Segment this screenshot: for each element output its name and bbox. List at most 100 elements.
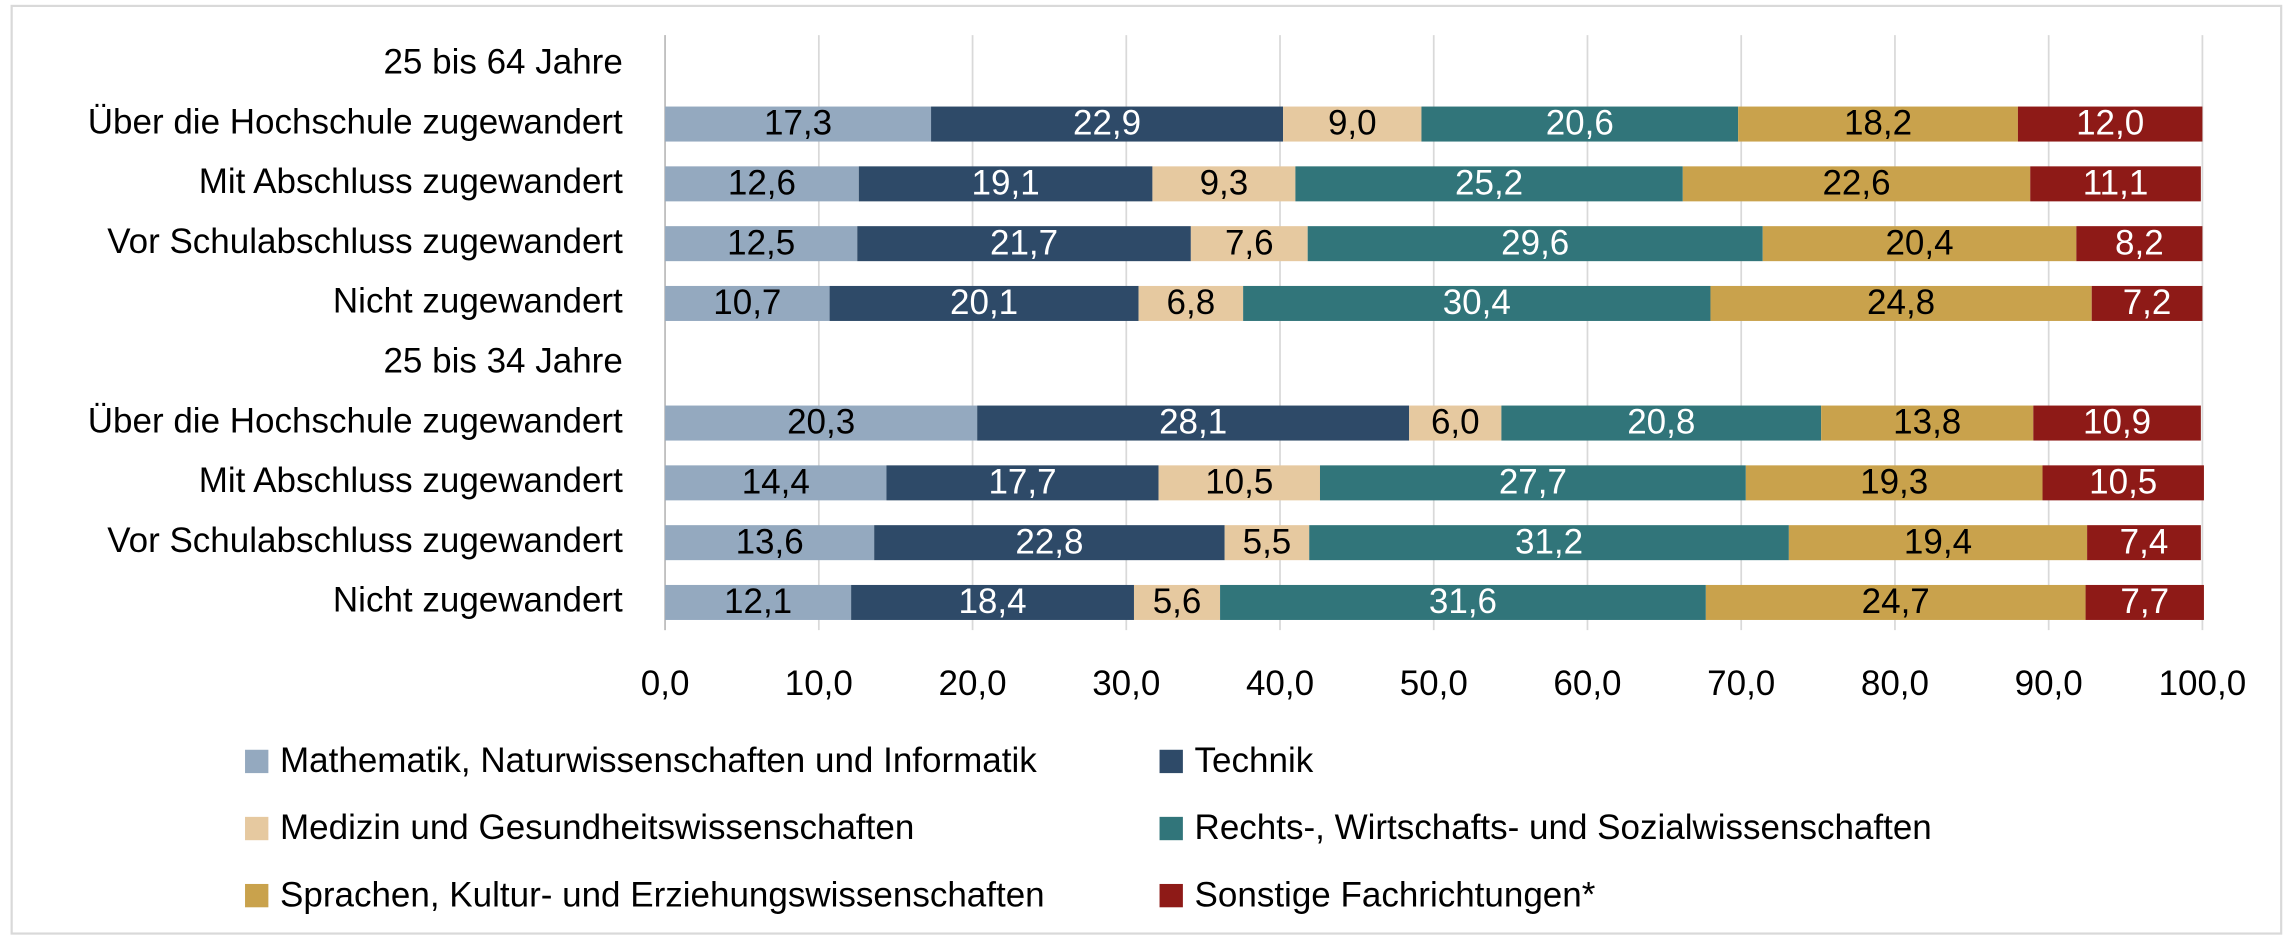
bar-segment — [2091, 285, 2203, 321]
y-tick-label: Nicht zugewandert — [333, 282, 623, 321]
data-label: 10,5 — [2089, 463, 2157, 502]
bar-segment — [665, 584, 852, 620]
bar-segment — [1190, 226, 1308, 262]
data-label: 12,5 — [727, 223, 795, 262]
data-label: 6,8 — [1167, 283, 1216, 322]
data-label: 17,7 — [988, 463, 1056, 502]
bar-segment — [1224, 525, 1310, 561]
bar-segment — [1682, 166, 2031, 202]
bar-segment — [1138, 285, 1244, 321]
legend-label: Mathematik, Naturwissenschaften und Info… — [280, 741, 1037, 780]
bar-segment — [665, 525, 875, 561]
bar-segment — [886, 465, 1159, 501]
data-label: 6,0 — [1431, 403, 1480, 442]
data-label: 8,2 — [2115, 223, 2164, 262]
bar-segment — [1821, 405, 2034, 441]
bar-segment — [1319, 465, 1746, 501]
data-label: 7,4 — [2120, 522, 2169, 561]
data-label: 19,3 — [1860, 463, 1928, 502]
data-label: 22,8 — [1015, 522, 1083, 561]
data-label: 17,3 — [764, 104, 832, 143]
x-tick-label: 100,0 — [2159, 664, 2247, 703]
bar-segment — [977, 405, 1410, 441]
data-label: 5,6 — [1153, 582, 1202, 621]
bar-segment — [1307, 226, 1763, 262]
data-label: 28,1 — [1159, 403, 1227, 442]
x-tick-label: 50,0 — [1400, 664, 1468, 703]
legend-swatch — [1159, 816, 1183, 841]
bar-segment — [665, 226, 858, 262]
bar-segment — [829, 285, 1139, 321]
data-label: 20,4 — [1885, 223, 1953, 262]
bar-segment — [665, 106, 932, 142]
bar-segment — [858, 166, 1153, 202]
bar-segment — [2085, 584, 2204, 620]
data-label: 22,6 — [1822, 164, 1890, 203]
data-label: 20,8 — [1627, 403, 1695, 442]
bar-segment — [1745, 465, 2043, 501]
data-label: 9,0 — [1328, 104, 1377, 143]
data-label: 7,7 — [2120, 582, 2169, 621]
legend-label: Sprachen, Kultur- und Erziehungswissensc… — [280, 875, 1045, 914]
data-label: 18,4 — [958, 582, 1026, 621]
bar-segment — [2076, 226, 2203, 262]
bar-segment — [2042, 465, 2204, 501]
x-tick-label: 70,0 — [1707, 664, 1775, 703]
y-tick-label: Vor Schulabschluss zugewandert — [107, 521, 623, 560]
bar-segment — [1705, 584, 2086, 620]
data-label: 9,3 — [1200, 164, 1249, 203]
data-label: 18,2 — [1844, 104, 1912, 143]
y-tick-label: Über die Hochschule zugewandert — [88, 102, 623, 141]
y-tick-label: 25 bis 34 Jahre — [383, 342, 622, 381]
data-label: 19,1 — [972, 164, 1040, 203]
bar-segment — [1283, 106, 1422, 142]
bar-segment — [1295, 166, 1683, 202]
bar-segment — [1738, 106, 2018, 142]
data-label: 20,6 — [1546, 104, 1614, 143]
data-label: 12,1 — [724, 582, 792, 621]
bar-segment — [2033, 405, 2201, 441]
data-label: 13,8 — [1893, 403, 1961, 442]
y-tick-label: Nicht zugewandert — [333, 581, 623, 620]
data-label: 11,1 — [2083, 164, 2149, 203]
x-tick-label: 40,0 — [1246, 664, 1314, 703]
x-tick-label: 30,0 — [1092, 664, 1160, 703]
data-label: 25,2 — [1455, 164, 1523, 203]
data-label: 31,2 — [1515, 522, 1583, 561]
bar-segment — [665, 465, 887, 501]
y-tick-label: Mit Abschluss zugewandert — [199, 162, 623, 201]
data-label: 5,5 — [1243, 522, 1292, 561]
bar-segment — [665, 405, 978, 441]
x-tick-label: 20,0 — [938, 664, 1006, 703]
data-label: 20,1 — [950, 283, 1018, 322]
bar-segment — [1788, 525, 2088, 561]
bar-segment — [857, 226, 1191, 262]
bar-segment — [931, 106, 1284, 142]
bar-segment — [1762, 226, 2077, 262]
bar-segment — [2030, 166, 2201, 202]
legend-label: Technik — [1195, 741, 1314, 780]
bar-segment — [2017, 106, 2203, 142]
x-tick-label: 80,0 — [1861, 664, 1929, 703]
data-label: 27,7 — [1499, 463, 1567, 502]
bar-segment — [1409, 405, 1502, 441]
bar-segment — [1220, 584, 1706, 620]
data-label: 31,6 — [1429, 582, 1497, 621]
bar-segment — [665, 285, 830, 321]
data-label: 22,9 — [1073, 104, 1141, 143]
legend-label: Medizin und Gesundheitswissenschaften — [280, 808, 914, 847]
data-label: 12,6 — [728, 164, 796, 203]
bar-segment — [1243, 285, 1711, 321]
data-label: 14,4 — [742, 463, 810, 502]
data-label: 10,9 — [2083, 403, 2151, 442]
data-label: 21,7 — [990, 223, 1058, 262]
bar-segment — [1710, 285, 2092, 321]
bar-segment — [851, 584, 1134, 620]
x-tick-label: 0,0 — [641, 664, 690, 703]
bar-segment — [1133, 584, 1221, 620]
data-label: 29,6 — [1501, 223, 1569, 262]
x-tick-label: 60,0 — [1553, 664, 1621, 703]
bar-segment — [1421, 106, 1739, 142]
bar-segment — [1501, 405, 1822, 441]
